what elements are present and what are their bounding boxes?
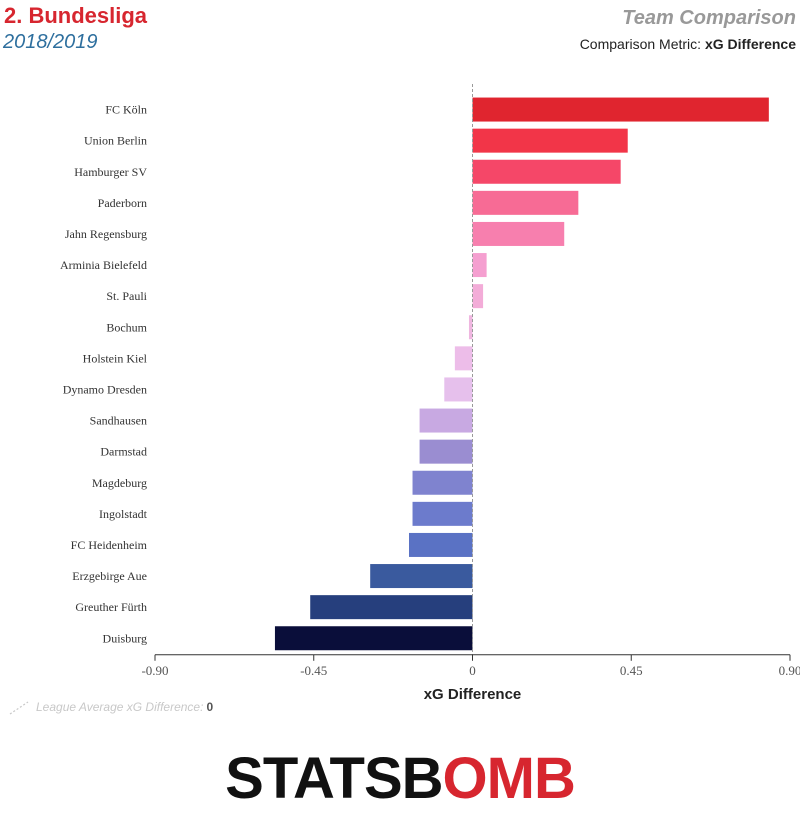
logo-text-part2: OMB	[442, 746, 576, 811]
season-label: 2018/2019	[3, 31, 98, 53]
bar-chart: FC Köln Union Berlin Hamburger SV Paderborn…	[60, 84, 800, 700]
bar-3	[472, 190, 579, 215]
category-label: Jahn Regensburg	[65, 227, 147, 241]
category-label: St. Pauli	[106, 289, 147, 303]
league-title: 2. Bundesliga	[4, 3, 148, 28]
bar-12	[412, 470, 473, 495]
category-label: Darmstad	[100, 445, 147, 459]
bar-7	[468, 315, 473, 340]
league-average-label: League Average xG Difference:	[36, 700, 204, 714]
x-tick-label: -0.90	[141, 663, 168, 678]
bar-0	[472, 97, 769, 122]
bar-15	[370, 564, 473, 589]
category-label: Arminia Bielefeld	[60, 258, 147, 272]
category-label: FC Köln	[105, 103, 147, 117]
bar-11	[419, 439, 473, 464]
category-label: Bochum	[106, 320, 147, 334]
bar-6	[472, 284, 484, 309]
view-title: Team Comparison	[622, 7, 796, 29]
bar-2	[472, 159, 621, 184]
category-label: Hamburger SV	[74, 165, 147, 179]
category-label: Paderborn	[98, 196, 147, 210]
category-label: Union Berlin	[84, 134, 147, 148]
category-label: Duisburg	[103, 631, 147, 645]
x-tick-label: 0	[469, 663, 476, 678]
category-label: Sandhausen	[90, 414, 147, 428]
league-average-value: 0	[206, 700, 214, 714]
bar-8	[454, 346, 473, 371]
x-tick-label: 0.45	[620, 663, 643, 678]
bar-17	[274, 626, 473, 651]
bar-10	[419, 408, 473, 433]
statsbomb-logo: STATSBOMB	[0, 745, 800, 812]
category-label: Ingolstadt	[99, 507, 148, 521]
bar-1	[472, 128, 628, 153]
x-axis-title: xG Difference	[424, 686, 522, 700]
bar-13	[412, 501, 473, 526]
league-average-legend: League Average xG Difference: 0	[8, 700, 213, 715]
x-tick-label: -0.45	[300, 663, 327, 678]
dotted-line-icon	[9, 701, 29, 715]
bar-4	[472, 221, 565, 246]
category-label: Magdeburg	[92, 476, 147, 490]
category-label: Holstein Kiel	[83, 351, 148, 365]
metric-name: xG Difference	[704, 36, 796, 52]
bar-16	[310, 595, 473, 620]
category-label: FC Heidenheim	[71, 538, 148, 552]
category-label: Dynamo Dresden	[63, 382, 147, 396]
logo-text-part1: STATSB	[225, 746, 443, 811]
comparison-metric: Comparison Metric: xG Difference	[580, 36, 796, 52]
category-label: Greuther Fürth	[75, 600, 147, 614]
bar-5	[472, 253, 487, 278]
x-tick-label: 0.90	[779, 663, 800, 678]
bar-14	[409, 532, 473, 557]
category-label: Erzgebirge Aue	[72, 569, 147, 583]
metric-prefix: Comparison Metric:	[579, 36, 702, 52]
bar-9	[444, 377, 473, 402]
